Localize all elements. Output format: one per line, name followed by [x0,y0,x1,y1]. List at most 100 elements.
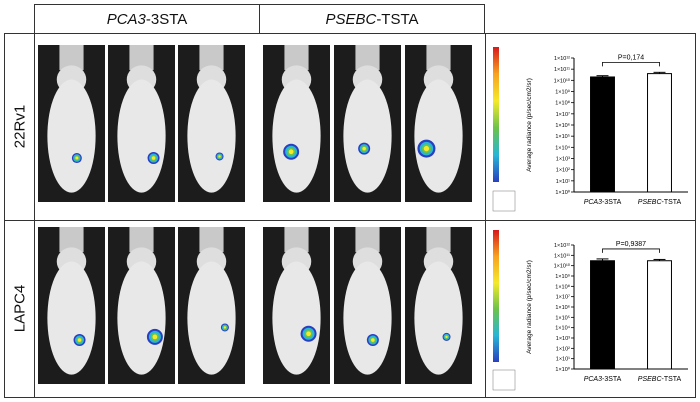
row-label-22rv1: 22Rv1 [11,104,29,149]
mouse-body [47,261,96,375]
x-tick-label: PSEBC-TSTA [638,199,682,206]
y-tick-label: 1×10⁶ [555,304,570,311]
color-scale-row1 [491,45,517,215]
y-tick-label: 1×10⁸ [555,283,570,290]
y-axis-label: Average radiance (p/sec/cm2/sr) [526,260,533,354]
x-tick-label-gene: PSEBC [638,376,663,383]
bar [647,73,672,193]
y-tick-label: 1×10⁷ [556,294,570,301]
mouse-image [272,227,321,375]
mouse-panel-r1-5 [334,45,401,202]
mouse-body [187,261,236,375]
y-tick-label: 1×10⁹ [555,89,570,96]
x-tick-label-gene: PSEBC [638,199,663,206]
mouse-image [187,45,236,193]
significance-bracket [602,248,660,253]
column-header-pca3: PCA3 -3STA [34,4,260,34]
color-scale-row1-legend-box [492,190,516,212]
mouse-image [343,227,392,375]
bar [590,76,615,193]
bioluminescence-signal [75,156,79,160]
mouse-panel-r2-6 [405,227,472,384]
bioluminescence-signal [445,335,448,339]
mouse-image [343,45,392,193]
y-tick-label: 1×10³ [556,336,570,342]
color-scale-row2-svg [492,230,516,391]
mouse-body [414,79,463,193]
color-scale-row2-legend-box [492,369,516,391]
mouse-body [187,79,236,193]
y-tick-label: 1×10⁵ [555,314,570,321]
y-tick-label: 1×10¹¹ [554,253,570,259]
y-tick-label: 1×10¹² [554,56,570,62]
mouse-panel-r2-2 [108,227,175,384]
y-tick-label: 1×10⁴ [555,325,570,332]
mouse-image [414,227,463,375]
column-header-pca3-suffix: -3STA [145,10,188,28]
bioluminescence-signal [423,145,430,152]
mouse-panel-r2-4 [263,227,330,384]
chart-lapc4: Average radiance (p/sec/cm2/sr) 1×10⁰ 1×10… [526,241,688,383]
y-tick-label: 1×10⁵ [555,133,570,140]
color-scale-row1-svg [492,47,516,212]
p-value-label: P=0,174 [618,54,644,61]
bioluminescence-signal [288,149,294,155]
y-tick-label: 1×10¹² [554,243,570,249]
mouse-panel-r1-2 [108,45,175,202]
chart-22rv1: Average radiance (p/sec/cm2/sr) 1×10⁰ 1×10… [526,54,688,206]
bioluminescence-signal [77,338,82,342]
mouse-body [272,261,321,375]
y-tick-label: 1×10⁹ [555,273,570,280]
mouse-body [47,79,96,193]
mouse-image [47,45,96,193]
row-label-cell-1: 22Rv1 [4,33,35,221]
bioluminescence-signal [371,338,375,342]
p-value-label: P=0,9387 [616,241,646,248]
x-tick-label: PSEBC-TSTA [638,376,682,383]
y-tick-label: 1×10⁶ [555,122,570,129]
color-scale-row2-bar [493,230,499,362]
mouse-body [117,261,166,375]
mouse-body [272,79,321,193]
color-scale-row1-bar [493,47,499,182]
chart-cell-row2 [485,220,696,398]
x-tick-label-suffix: -TSTA [662,376,682,383]
x-tick-label-suffix: -3STA [602,376,622,383]
y-tick-label: 1×10² [556,346,570,352]
mouse-panel-r1-1 [38,45,105,202]
bioluminescence-signal [362,146,366,151]
y-tick-label: 1×10² [556,168,570,174]
mouse-image [272,45,321,193]
mouse-panel-r1-4 [263,45,330,202]
y-tick-label: 1×10¹ [556,179,570,185]
y-tick-label: 1×10¹¹ [554,67,570,73]
mouse-body [343,261,392,375]
y-tick-label: 1×10¹⁰ [554,77,571,84]
mouse-panel-r1-6 [405,45,472,202]
y-tick-label: 1×10¹⁰ [554,263,571,270]
y-axis-label: Average radiance (p/sec/cm2/sr) [526,78,533,172]
y-tick-label: 1×10⁷ [556,111,570,118]
row-label-cell-2: LAPC4 [4,220,35,398]
column-header-psebc-gene: PSEBC [325,10,377,28]
y-tick-label: 1×10³ [556,157,570,163]
column-header-psebc-suffix: -TSTA [376,10,419,28]
x-tick-label: PCA3-3STA [584,376,622,383]
mouse-image [117,45,166,193]
mouse-panel-r2-5 [334,227,401,384]
bioluminescence-signal [151,156,156,160]
x-tick-label: PCA3-3STA [584,199,622,206]
bioluminescence-signal [152,334,158,340]
x-tick-label-gene: PCA3 [584,376,602,383]
y-tick-label: 1×10⁸ [555,100,570,107]
y-tick-label: 1×10⁰ [555,366,570,373]
mouse-body [343,79,392,193]
mouse-panel-r1-3 [178,45,245,202]
x-tick-label-gene: PCA3 [584,199,602,206]
color-scale-row2 [491,228,517,393]
significance-bracket [602,61,660,67]
column-header-psebc: PSEBC -TSTA [259,4,485,34]
mouse-image [414,45,463,193]
bioluminescence-signal [306,331,311,337]
